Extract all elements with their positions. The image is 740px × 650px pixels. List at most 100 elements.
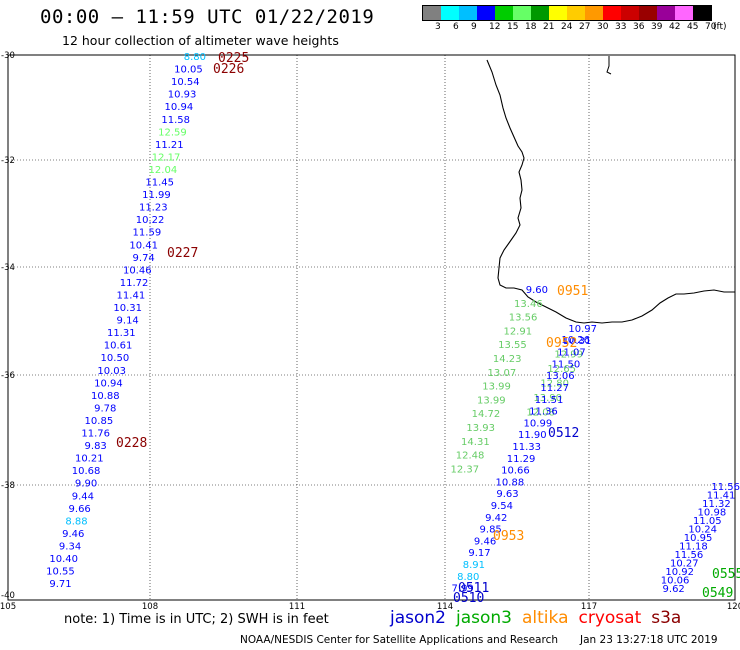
wave-height-value: 10.40	[49, 554, 78, 565]
wave-height-value: 12.80	[540, 379, 569, 390]
wave-height-value: 10.24	[688, 525, 717, 536]
legend-swatch	[693, 6, 711, 20]
satellite-legend-item: jason3	[456, 608, 512, 628]
legend-label: 70	[705, 22, 717, 32]
wave-height-value: 11.27	[540, 383, 569, 394]
wave-height-value: 10.26	[561, 335, 590, 346]
wave-height-value: 12.99	[554, 350, 583, 361]
legend-swatch	[441, 6, 459, 20]
legend-swatch	[621, 6, 639, 20]
wave-height-value: 11.41	[707, 491, 736, 502]
wave-height-value: 11.36	[529, 407, 558, 418]
legend-label: 24	[561, 22, 573, 32]
wave-height-value: 10.22	[136, 215, 165, 226]
pass-time-label: 0225	[218, 51, 249, 66]
longitude-tick-label: 105	[0, 602, 16, 610]
wave-height-value: 13.55	[498, 340, 527, 351]
wave-height-value: 11.33	[512, 442, 541, 453]
legend-label: 39	[651, 22, 663, 32]
altimeter-tracks: 8.8010.0510.5410.9310.9411.5812.5911.211…	[46, 51, 740, 606]
longitude-tick-label: 117	[581, 602, 597, 610]
wave-height-value: 10.93	[168, 90, 197, 101]
legend-swatch	[477, 6, 495, 20]
wave-height-value: 10.92	[665, 567, 694, 578]
map-frame	[7, 54, 736, 601]
legend-swatch	[567, 6, 585, 20]
wave-height-value: 9.54	[491, 501, 513, 512]
wave-height-value: 10.31	[563, 336, 592, 347]
latitude-tick-label: -38	[1, 481, 15, 491]
wave-height-value: 10.41	[129, 240, 158, 251]
wave-height-value: 10.97	[568, 324, 597, 335]
legend-label: 9	[471, 22, 477, 32]
wave-height-value: 10.85	[85, 416, 114, 427]
wave-height-value: 8.91	[463, 560, 485, 571]
wave-height-value: 13.56	[509, 313, 538, 324]
wave-height-value: 10.95	[684, 533, 713, 544]
wave-height-value: 11.18	[679, 542, 708, 553]
wave-height-value: 10.66	[501, 466, 530, 477]
legend-swatch	[459, 6, 477, 20]
wave-height-value: 11.50	[552, 359, 581, 370]
footnote: note: 1) Time is in UTC; 2) SWH is in fe…	[64, 612, 329, 627]
page-title: 00:00 – 11:59 UTC 01/22/2019	[40, 6, 375, 28]
wave-height-value: 13.07	[488, 368, 517, 379]
wave-height-value: 8.80	[457, 572, 479, 583]
wave-height-value: 9.42	[485, 513, 507, 524]
latitude-tick-label: -32	[1, 156, 15, 166]
wave-height-value: 10.03	[97, 366, 126, 377]
color-scale-legend	[422, 5, 712, 21]
wave-height-value: 11.72	[120, 278, 149, 289]
wave-height-value: 11.29	[507, 454, 536, 465]
wave-height-value: 11.76	[81, 429, 110, 440]
legend-label: 45	[687, 22, 699, 32]
wave-height-value: 12.08	[526, 408, 555, 419]
wave-height-value: 9.44	[72, 491, 94, 502]
pass-time-label: 0226	[213, 62, 244, 77]
legend-unit: (ft)	[713, 22, 727, 32]
wave-height-value: 13.06	[546, 371, 575, 382]
legend-label: 15	[507, 22, 519, 32]
wave-height-value: 10.46	[123, 265, 152, 276]
wave-height-value: 9.71	[49, 579, 71, 590]
legend-swatch	[603, 6, 621, 20]
wave-height-value: 10.06	[661, 576, 690, 587]
legend-swatch	[585, 6, 603, 20]
wave-height-value: 12.04	[149, 165, 178, 176]
wave-height-value: 11.32	[702, 499, 731, 510]
wave-height-value: 13.46	[514, 299, 543, 310]
wave-height-value: 11.58	[161, 115, 190, 126]
pass-time-label: 0555	[712, 567, 740, 582]
wave-height-value: 9.14	[117, 316, 139, 327]
wave-height-value: 10.61	[104, 341, 133, 352]
longitude-tick-label: 114	[437, 602, 453, 610]
wave-height-value: 13.90	[533, 393, 562, 404]
satellite-legend-item: jason2	[390, 608, 446, 628]
wave-height-value: 7.99	[452, 584, 474, 595]
legend-swatch	[639, 6, 657, 20]
wave-height-value: 9.74	[133, 253, 155, 264]
wave-height-value: 9.60	[526, 285, 548, 296]
legend-label: 36	[633, 22, 645, 32]
wave-height-value: 10.50	[101, 353, 130, 364]
wave-height-value: 10.88	[496, 477, 525, 488]
wave-height-value: 9.62	[663, 584, 685, 595]
wave-height-value: 9.90	[75, 479, 97, 490]
legend-swatch	[513, 6, 531, 20]
wave-height-value: 11.90	[518, 430, 547, 441]
legend-swatch	[549, 6, 567, 20]
pass-time-label: 0511	[458, 581, 489, 596]
map-gridlines	[8, 55, 735, 600]
wave-height-value: 12.48	[456, 451, 485, 462]
wave-height-value: 12.65	[547, 364, 576, 375]
wave-height-value: 10.94	[165, 102, 194, 113]
coastline-islet	[606, 56, 612, 75]
legend-label: 6	[453, 22, 459, 32]
wave-height-value: 8.80	[184, 52, 206, 63]
satellite-legend: jason2 jason3 altika cryosat s3a	[390, 608, 691, 628]
generation-timestamp: Jan 23 13:27:18 UTC 2019	[580, 634, 718, 646]
wave-height-value: 9.78	[94, 403, 116, 414]
longitude-tick-label: 120	[727, 602, 740, 610]
legend-swatch	[495, 6, 513, 20]
